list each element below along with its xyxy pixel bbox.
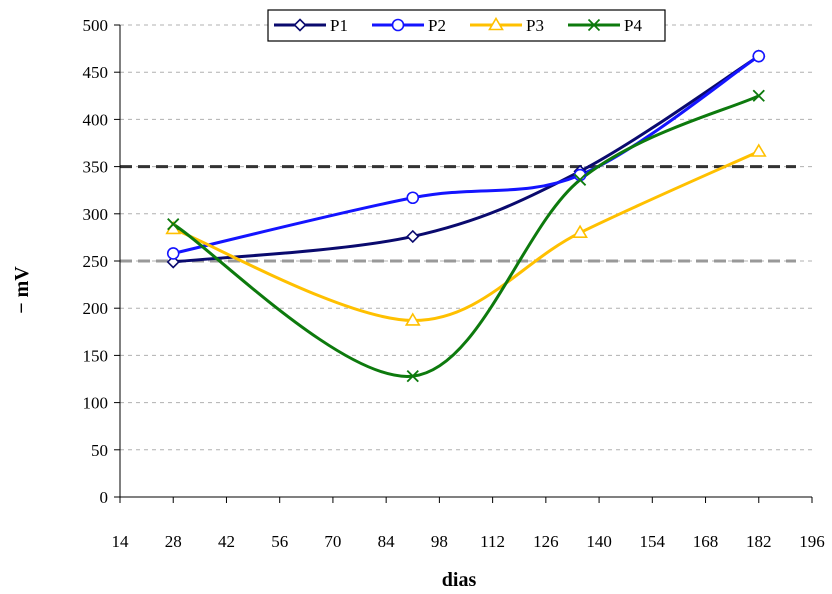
x-tick-label: 140	[586, 532, 612, 551]
legend-label: P2	[428, 16, 446, 35]
y-tick-label: 100	[83, 394, 109, 413]
legend-marker	[587, 18, 601, 32]
data-point-p1	[406, 229, 420, 244]
x-axis-title: dias	[442, 569, 477, 591]
data-point-p3	[572, 224, 588, 238]
data-point-p2	[752, 49, 766, 63]
series-markers	[165, 49, 767, 383]
x-tick-label: 196	[799, 532, 825, 551]
y-tick-labels: 0 50 100 150 200 250 300 350 400 450 500	[83, 16, 109, 507]
x-tick-label: 112	[480, 532, 505, 551]
y-tick-label: 450	[83, 63, 109, 82]
legend-label: P1	[330, 16, 348, 35]
data-point-p1	[166, 255, 180, 269]
marker-stroke	[587, 18, 601, 32]
legend-label: P4	[624, 16, 642, 35]
data-point-p3	[404, 312, 421, 326]
legend-marker	[293, 18, 307, 32]
y-tick-label: 50	[91, 441, 108, 460]
reference-lines	[120, 165, 796, 263]
legend-item-p2: P2	[372, 16, 446, 35]
marker-stroke	[573, 173, 587, 186]
y-axis-title: − mV	[11, 266, 33, 314]
legend-marker	[488, 16, 504, 31]
legend-item-p1: P1	[274, 16, 348, 35]
y-tick-label: 300	[83, 205, 109, 224]
series-lines	[172, 54, 760, 378]
marker-stroke	[406, 370, 419, 383]
series-line-p2	[172, 54, 760, 255]
x-tick-label: 126	[533, 532, 559, 551]
x-tick-label: 154	[640, 532, 666, 551]
x-tick-label: 28	[165, 532, 182, 551]
x-tick-label: 182	[746, 532, 772, 551]
x-tick-label: 70	[324, 532, 341, 551]
x-tick-label: 56	[271, 532, 288, 551]
legend-item-p4: P4	[568, 16, 642, 35]
axes	[114, 24, 813, 503]
y-tick-label: 200	[83, 299, 109, 318]
legend-marker	[391, 18, 405, 32]
y-tick-label: 500	[83, 16, 109, 35]
x-tick-label: 42	[218, 532, 235, 551]
data-point-p4	[406, 370, 419, 383]
legend-label: P3	[526, 16, 544, 35]
data-point-p4	[573, 173, 587, 186]
data-point-p2	[166, 247, 180, 260]
marker-stroke	[167, 218, 180, 231]
y-tick-label: 250	[83, 252, 109, 271]
y-tick-label: 350	[83, 158, 109, 177]
x-tick-label: 168	[693, 532, 719, 551]
y-tick-label: 400	[83, 110, 109, 129]
data-point-p3	[750, 143, 767, 157]
data-point-p4	[752, 89, 765, 102]
marker-stroke	[752, 89, 765, 102]
x-tick-label: 98	[431, 532, 448, 551]
legend-item-p3: P3	[470, 16, 544, 35]
x-tick-label: 84	[378, 532, 396, 551]
y-tick-label: 150	[83, 346, 109, 365]
series-line-p3	[172, 150, 760, 322]
x-tick-labels: 14 28 42 56 70 84 98 112 126 140 154 168 182 196	[112, 532, 825, 551]
x-tick-label: 14	[112, 532, 130, 551]
data-point-p2	[406, 191, 420, 205]
data-point-p4	[167, 218, 180, 231]
series-line-p4	[172, 94, 760, 378]
y-tick-label: 0	[100, 488, 109, 507]
series-line-p1	[173, 54, 760, 264]
legend: P1 P2 P3 P4	[267, 9, 666, 42]
